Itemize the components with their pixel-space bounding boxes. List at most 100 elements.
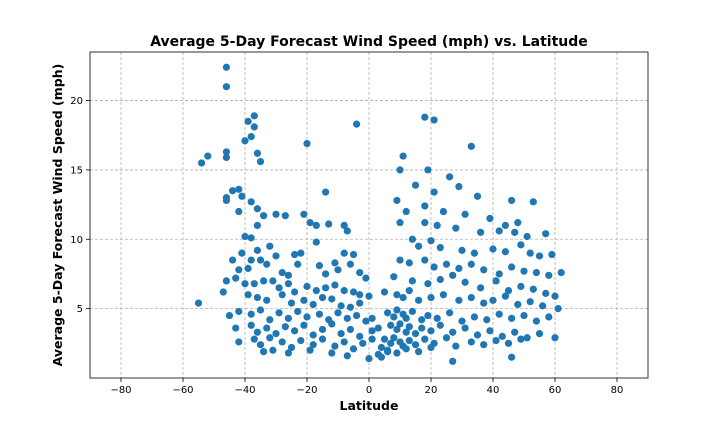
x-tick-label: 80	[611, 385, 624, 396]
data-point	[250, 112, 258, 120]
data-point	[294, 307, 302, 316]
data-point	[309, 300, 317, 309]
data-point	[306, 346, 314, 354]
data-point	[287, 299, 296, 307]
data-point	[235, 338, 243, 346]
data-point	[322, 270, 330, 278]
data-point	[393, 291, 401, 299]
data-point	[238, 192, 246, 200]
data-point	[241, 137, 249, 145]
data-point	[260, 277, 268, 285]
data-point	[362, 317, 370, 325]
data-point	[312, 287, 320, 295]
data-point	[393, 196, 401, 205]
data-point	[346, 325, 354, 334]
data-point	[247, 310, 255, 318]
data-point	[294, 260, 302, 268]
data-point	[458, 246, 466, 254]
data-point	[446, 309, 454, 317]
data-point	[266, 334, 274, 342]
data-point	[312, 221, 320, 230]
data-point	[222, 277, 230, 285]
x-tick-label: −40	[234, 385, 255, 396]
data-point	[473, 331, 482, 339]
data-point	[253, 149, 261, 157]
data-point	[278, 338, 286, 346]
data-point	[353, 311, 361, 320]
data-point	[508, 196, 516, 205]
data-point	[508, 314, 516, 322]
data-point	[331, 259, 339, 267]
data-point	[501, 248, 509, 256]
data-point	[359, 339, 367, 347]
data-point	[232, 274, 240, 282]
data-point	[551, 334, 559, 342]
data-point	[396, 256, 404, 264]
chart-title: Average 5-Day Forecast Wind Speed (mph) …	[150, 34, 588, 50]
data-point	[470, 249, 478, 257]
data-point	[284, 280, 292, 288]
data-point	[318, 335, 327, 343]
data-point	[442, 334, 451, 342]
data-point	[436, 321, 444, 329]
y-tick-label: 5	[77, 304, 83, 315]
data-point	[284, 271, 292, 279]
data-point	[424, 166, 432, 174]
data-point	[430, 116, 438, 124]
data-point	[449, 328, 457, 336]
data-point	[232, 324, 240, 332]
data-point	[256, 306, 265, 314]
data-point	[287, 343, 296, 352]
data-point	[399, 293, 407, 302]
data-point	[467, 293, 475, 302]
x-tick-label: 40	[487, 385, 500, 396]
data-point	[415, 296, 423, 304]
data-point	[291, 250, 299, 259]
data-point	[436, 275, 444, 284]
data-point	[260, 348, 268, 356]
data-point	[393, 325, 401, 334]
data-point	[334, 266, 342, 274]
data-point	[554, 305, 562, 313]
data-point	[263, 260, 271, 268]
data-point	[402, 345, 410, 353]
data-point	[303, 139, 311, 148]
data-point	[340, 249, 348, 257]
data-point	[300, 321, 308, 329]
x-tick-label: 60	[549, 385, 562, 396]
data-point	[483, 316, 491, 324]
data-point	[300, 210, 308, 218]
data-point	[349, 345, 358, 353]
data-point	[480, 341, 488, 349]
data-point	[405, 336, 413, 345]
data-point	[269, 277, 277, 285]
data-point	[340, 338, 348, 346]
data-point	[238, 249, 246, 257]
data-point	[461, 324, 469, 332]
data-point	[244, 117, 252, 125]
data-point	[486, 327, 494, 335]
data-point	[281, 323, 289, 331]
data-point	[250, 280, 258, 288]
data-point	[219, 288, 227, 296]
data-point	[235, 266, 243, 274]
data-point	[529, 285, 537, 293]
data-point	[408, 307, 416, 316]
data-point	[260, 212, 268, 220]
data-point	[480, 299, 488, 307]
data-point	[421, 335, 429, 343]
data-point	[309, 331, 317, 339]
data-point	[498, 332, 506, 340]
data-point	[424, 280, 432, 288]
data-point	[343, 314, 351, 322]
data-point	[349, 288, 358, 296]
data-point	[501, 292, 509, 300]
data-point	[461, 278, 469, 286]
data-point	[387, 321, 395, 329]
data-point	[411, 181, 420, 189]
data-point	[495, 227, 503, 235]
data-point	[380, 288, 389, 296]
data-point	[297, 249, 305, 257]
data-point	[343, 227, 351, 235]
